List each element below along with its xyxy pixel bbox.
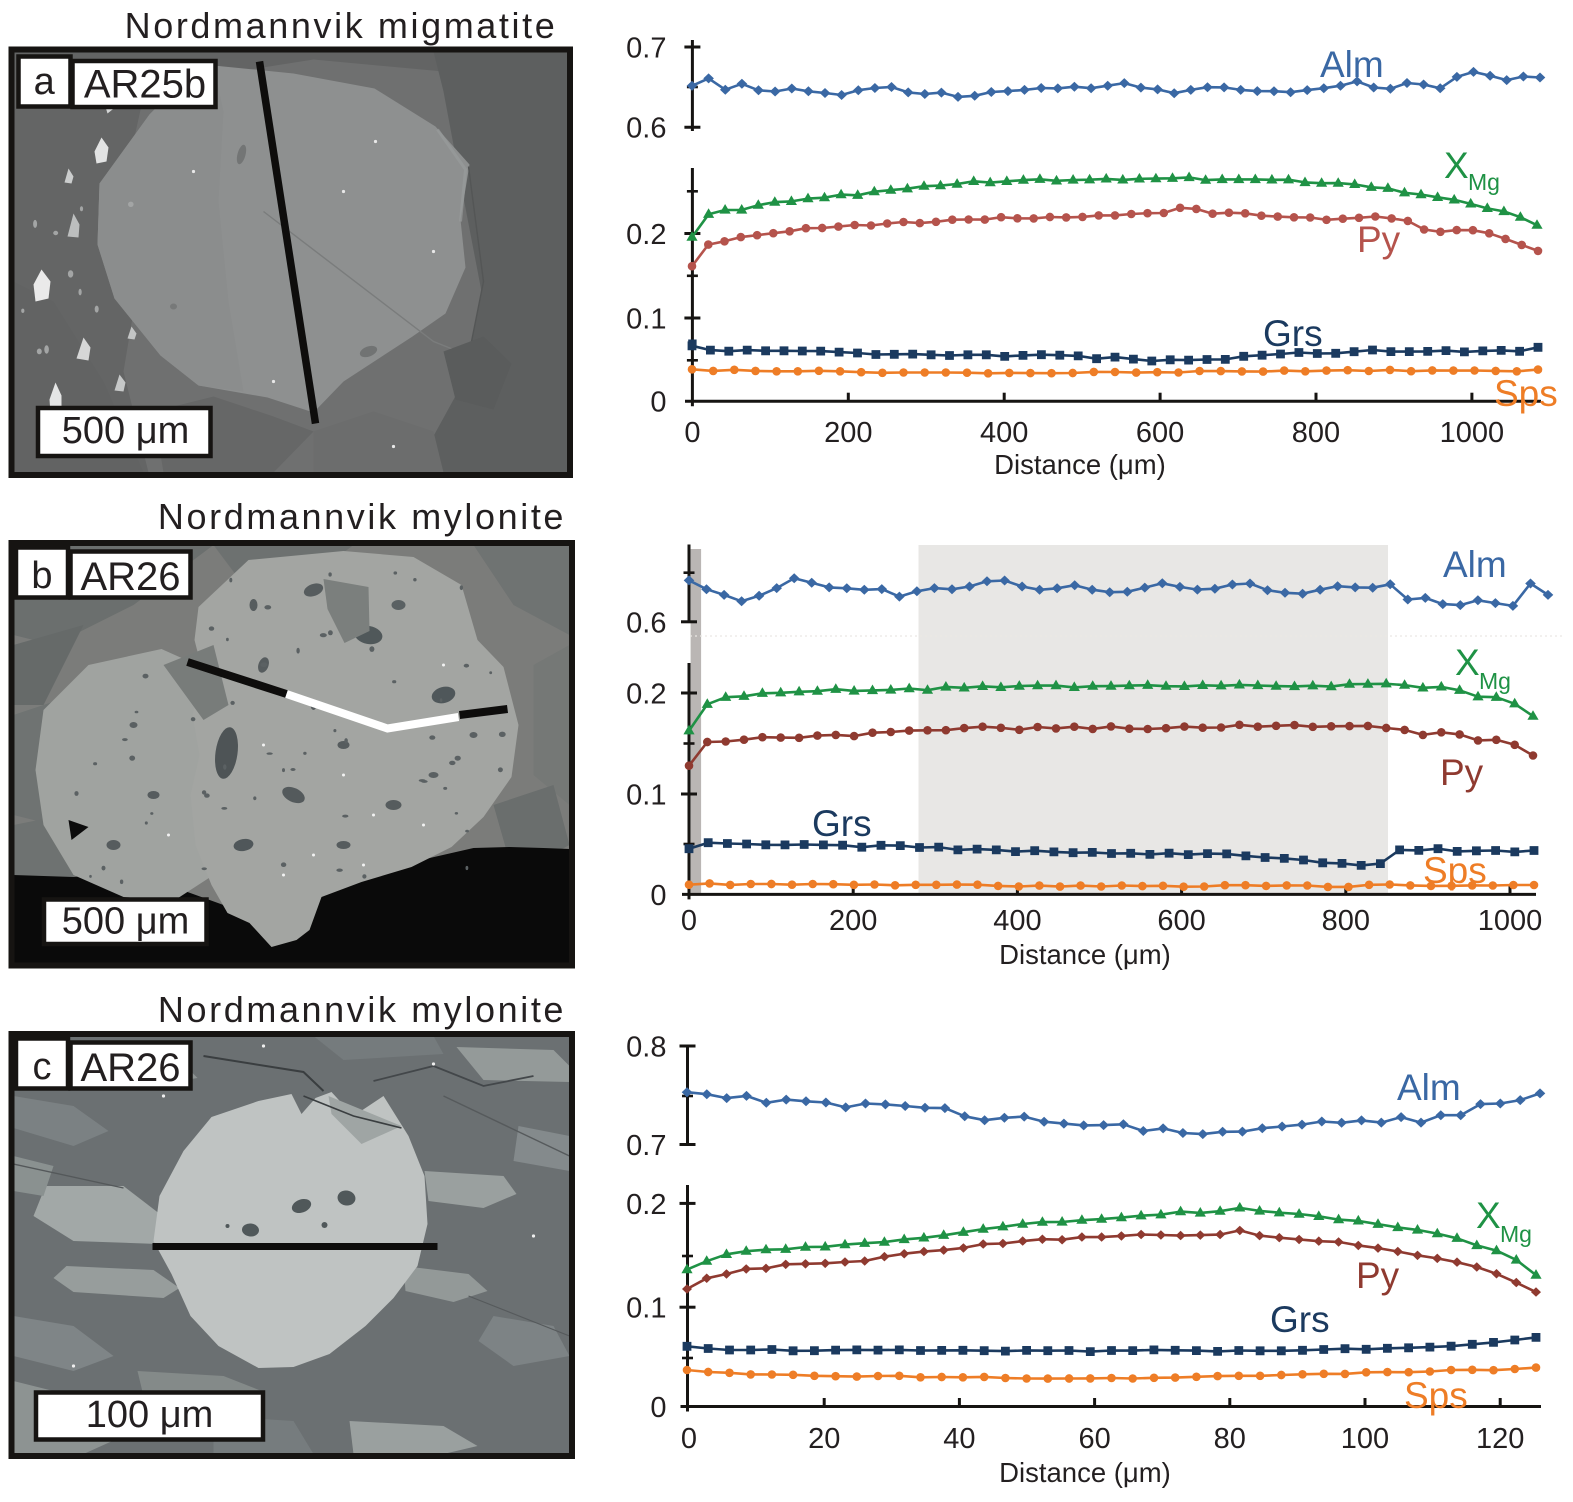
svg-text:Mg: Mg — [1468, 169, 1500, 195]
svg-text:800: 800 — [1292, 417, 1340, 449]
svg-text:Grs: Grs — [1270, 1299, 1330, 1340]
svg-text:120: 120 — [1476, 1423, 1524, 1455]
svg-text:Sps: Sps — [1404, 1375, 1468, 1416]
svg-text:X: X — [1444, 145, 1469, 186]
svg-text:Nordmannvik mylonite: Nordmannvik mylonite — [158, 989, 566, 1030]
svg-text:AR25b: AR25b — [84, 63, 206, 107]
svg-text:Grs: Grs — [1263, 313, 1323, 354]
svg-text:0: 0 — [681, 905, 697, 937]
svg-text:0.1: 0.1 — [626, 780, 666, 812]
svg-text:0.2: 0.2 — [626, 679, 666, 711]
svg-text:Py: Py — [1356, 1255, 1400, 1296]
svg-text:400: 400 — [980, 417, 1028, 449]
svg-text:0: 0 — [650, 387, 666, 419]
svg-text:0.2: 0.2 — [626, 219, 666, 251]
svg-text:X: X — [1476, 1195, 1501, 1236]
svg-text:Grs: Grs — [812, 803, 872, 844]
svg-text:Alm: Alm — [1443, 544, 1507, 585]
svg-text:400: 400 — [993, 905, 1041, 937]
svg-text:0.1: 0.1 — [626, 1293, 666, 1325]
svg-text:Distance (μm): Distance (μm) — [994, 449, 1166, 480]
svg-text:0.6: 0.6 — [626, 113, 666, 145]
svg-text:0: 0 — [684, 417, 700, 449]
svg-text:20: 20 — [808, 1423, 840, 1455]
svg-text:Mg: Mg — [1500, 1221, 1532, 1247]
svg-text:80: 80 — [1214, 1423, 1246, 1455]
svg-text:b: b — [31, 555, 52, 597]
svg-text:c: c — [33, 1046, 52, 1088]
svg-text:200: 200 — [824, 417, 872, 449]
svg-text:0.2: 0.2 — [626, 1189, 666, 1221]
svg-text:0.7: 0.7 — [626, 33, 666, 65]
svg-text:0.6: 0.6 — [626, 607, 666, 639]
svg-text:200: 200 — [829, 905, 877, 937]
svg-text:Mg: Mg — [1479, 668, 1511, 694]
svg-text:0: 0 — [650, 880, 666, 912]
svg-text:Distance (μm): Distance (μm) — [999, 1457, 1171, 1488]
svg-text:0.8: 0.8 — [626, 1032, 666, 1064]
svg-text:1000: 1000 — [1478, 905, 1543, 937]
svg-text:0: 0 — [650, 1392, 666, 1424]
svg-text:Sps: Sps — [1494, 373, 1558, 414]
svg-text:0: 0 — [681, 1423, 697, 1455]
svg-text:0.1: 0.1 — [626, 304, 666, 336]
svg-text:500 μm: 500 μm — [62, 410, 190, 452]
svg-text:500 μm: 500 μm — [62, 901, 190, 943]
svg-text:Nordmannvik mylonite: Nordmannvik mylonite — [158, 496, 566, 537]
svg-text:0.7: 0.7 — [626, 1130, 666, 1162]
svg-text:Py: Py — [1440, 752, 1484, 793]
svg-text:100 μm: 100 μm — [86, 1394, 214, 1436]
svg-text:X: X — [1455, 642, 1480, 683]
svg-text:Alm: Alm — [1397, 1067, 1461, 1108]
svg-text:AR26: AR26 — [80, 555, 180, 599]
svg-text:Py: Py — [1357, 219, 1401, 260]
svg-text:AR26: AR26 — [80, 1046, 180, 1090]
svg-text:800: 800 — [1322, 905, 1370, 937]
svg-text:a: a — [34, 61, 56, 103]
svg-text:40: 40 — [943, 1423, 975, 1455]
svg-text:Distance (μm): Distance (μm) — [999, 939, 1171, 970]
svg-text:100: 100 — [1341, 1423, 1389, 1455]
svg-text:Alm: Alm — [1320, 44, 1384, 85]
svg-text:600: 600 — [1136, 417, 1184, 449]
svg-text:Sps: Sps — [1423, 850, 1487, 891]
svg-text:1000: 1000 — [1440, 417, 1505, 449]
svg-text:600: 600 — [1157, 905, 1205, 937]
svg-text:Nordmannvik migmatite: Nordmannvik migmatite — [125, 5, 558, 46]
svg-text:60: 60 — [1078, 1423, 1110, 1455]
